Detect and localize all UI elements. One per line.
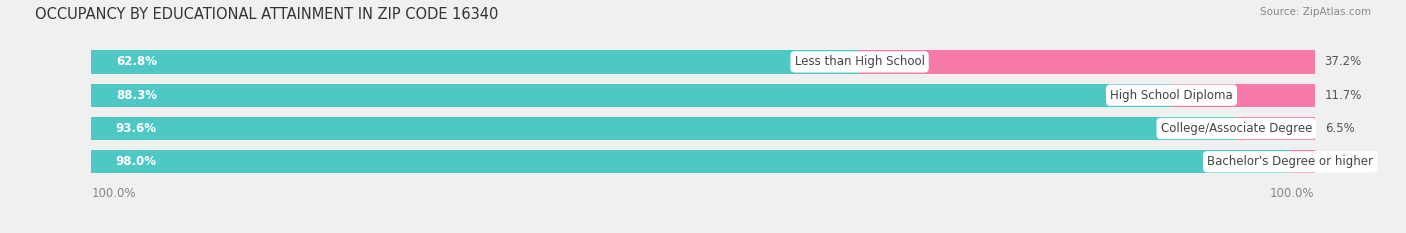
- Bar: [91, 84, 1171, 107]
- Bar: [91, 150, 1315, 173]
- Text: College/Associate Degree: College/Associate Degree: [1160, 122, 1312, 135]
- Text: 6.5%: 6.5%: [1326, 122, 1355, 135]
- Bar: [91, 50, 859, 74]
- Text: Bachelor's Degree or higher: Bachelor's Degree or higher: [1208, 155, 1374, 168]
- Bar: [91, 117, 1236, 140]
- Text: 98.0%: 98.0%: [115, 155, 157, 168]
- Text: High School Diploma: High School Diploma: [1111, 89, 1233, 102]
- Bar: [91, 84, 1315, 107]
- Bar: [91, 117, 1315, 140]
- Text: Less than High School: Less than High School: [794, 55, 925, 69]
- Text: Source: ZipAtlas.com: Source: ZipAtlas.com: [1260, 7, 1371, 17]
- Text: 11.7%: 11.7%: [1324, 89, 1362, 102]
- Text: 2.0%: 2.0%: [1324, 155, 1354, 168]
- Bar: [1291, 150, 1315, 173]
- Text: 88.3%: 88.3%: [115, 89, 157, 102]
- Text: 100.0%: 100.0%: [1270, 187, 1315, 200]
- Text: 37.2%: 37.2%: [1324, 55, 1361, 69]
- Text: 100.0%: 100.0%: [91, 187, 136, 200]
- Text: 62.8%: 62.8%: [115, 55, 157, 69]
- Bar: [91, 50, 1315, 74]
- Bar: [859, 50, 1315, 74]
- Text: OCCUPANCY BY EDUCATIONAL ATTAINMENT IN ZIP CODE 16340: OCCUPANCY BY EDUCATIONAL ATTAINMENT IN Z…: [35, 7, 499, 22]
- Bar: [1171, 84, 1315, 107]
- Bar: [1236, 117, 1316, 140]
- Text: 93.6%: 93.6%: [115, 122, 157, 135]
- Bar: [91, 150, 1291, 173]
